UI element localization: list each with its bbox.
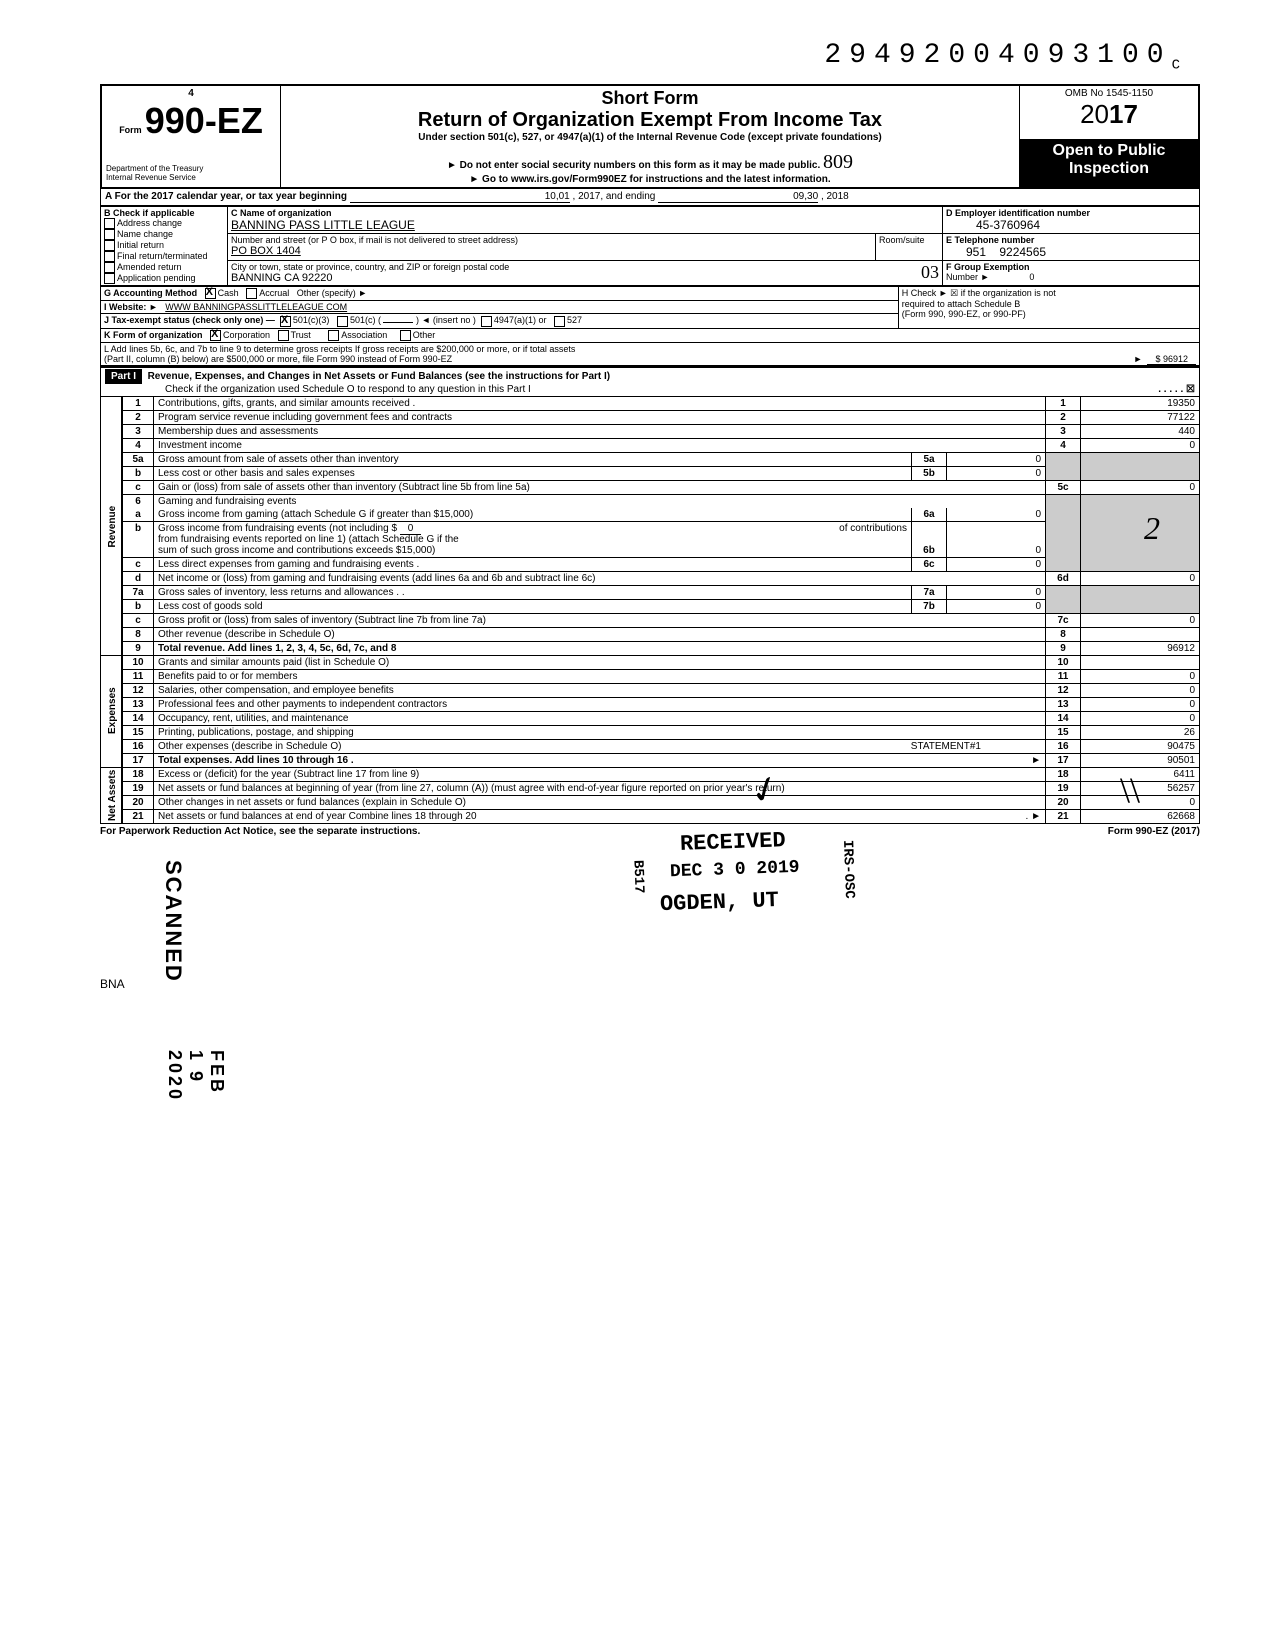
feb-date-stamp: FEB 1 9 2020 [164, 1050, 227, 1102]
b517-stamp: B517 [629, 860, 646, 894]
top-barcode-number: 29492004093100C [100, 40, 1200, 74]
street: PO BOX 1404 [231, 245, 301, 257]
phone: 951 9224565 [946, 245, 1046, 259]
org-name: BANNING PASS LITTLE LEAGUE [231, 218, 415, 232]
tax-year: 2017 [1024, 99, 1194, 130]
irs-osc-stamp: IRS-OSC [839, 840, 857, 899]
form-number: 4 Form 990-EZ [106, 88, 276, 142]
ogden-stamp: OGDEN, UT [660, 888, 780, 917]
expenses-label: Expenses [101, 655, 123, 767]
form-header: 4 Form 990-EZ Department of the Treasury… [100, 84, 1200, 189]
date-stamp: DEC 3 0 2019 [670, 858, 800, 883]
revenue-label: Revenue [101, 397, 123, 656]
gross-receipts: $ 96912 [1147, 354, 1196, 365]
row-a-tax-year: A For the 2017 calendar year, or tax yea… [100, 189, 1200, 206]
net-assets-label: Net Assets [101, 767, 123, 823]
footer: For Paperwork Reduction Act Notice, see … [100, 824, 1200, 837]
short-form-title: Short Form [285, 88, 1015, 109]
scanned-stamp: SCANNED [160, 860, 186, 983]
website: WWW BANNINGPASSLITTLELEAGUE COM [165, 302, 347, 312]
part-1-table: Revenue 1 Contributions, gifts, grants, … [100, 397, 1200, 824]
bna-label: BNA [100, 977, 1200, 991]
omb-number: OMB No 1545-1150 [1024, 88, 1194, 99]
handwritten-2: 2 [1144, 510, 1160, 547]
status-block: G Accounting Method Cash Accrual Other (… [100, 286, 1200, 366]
ein: 45-3760964 [946, 218, 1040, 232]
dept-treasury: Department of the Treasury Internal Reve… [106, 164, 276, 182]
org-info-block: B Check if applicable Address change Nam… [100, 206, 1200, 287]
goto-url: ► Go to www.irs.gov/Form990EZ for instru… [285, 174, 1015, 185]
ssn-warning: ► Do not enter social security numbers o… [285, 151, 1015, 174]
part-1-header: Part I [105, 369, 142, 384]
open-to-public: Open to Public Inspection [1020, 140, 1200, 188]
city-state-zip: BANNING CA 92220 [231, 272, 333, 284]
under-section: Under section 501(c), 527, or 4947(a)(1)… [285, 132, 1015, 143]
handwritten-slash: \\ [1120, 769, 1140, 811]
return-title: Return of Organization Exempt From Incom… [285, 109, 1015, 132]
